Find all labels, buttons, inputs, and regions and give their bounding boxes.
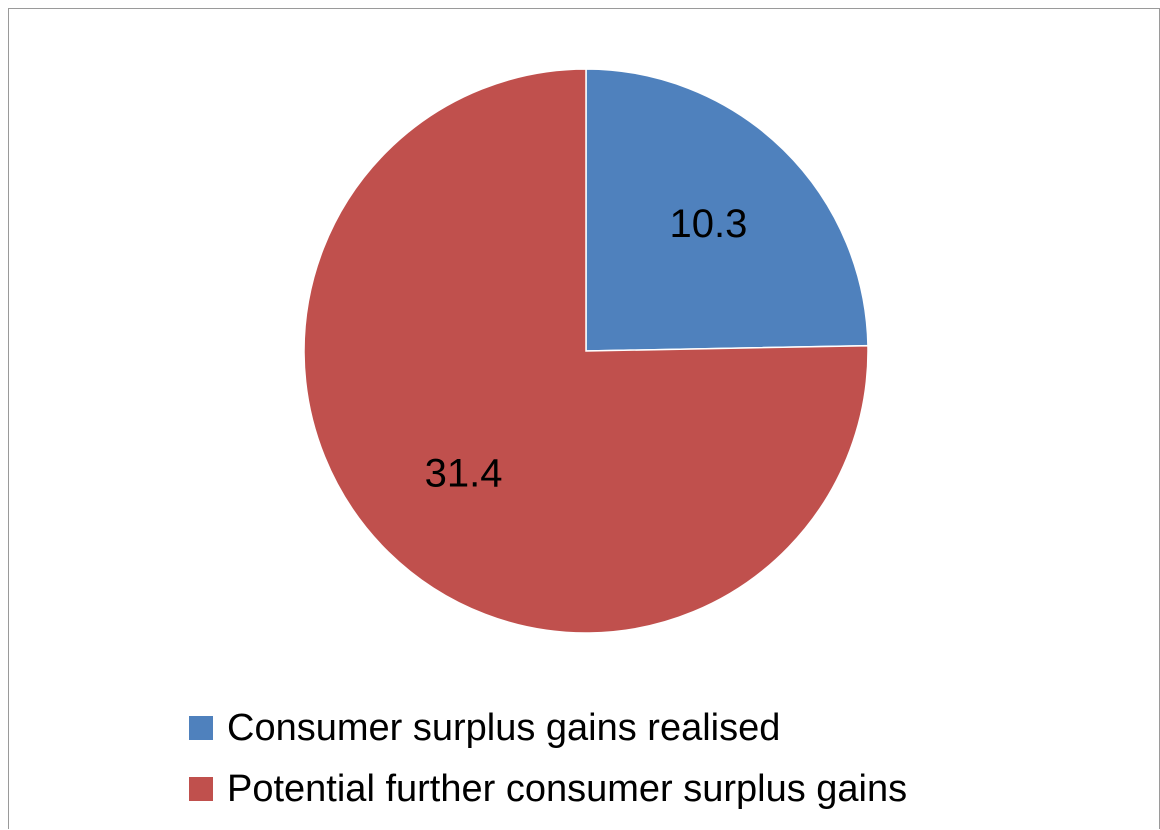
pie-slice-realised bbox=[585, 68, 869, 352]
pie-chart: 10.3 31.4 bbox=[303, 68, 869, 634]
legend-item-potential: Potential further consumer surplus gains bbox=[189, 765, 907, 813]
chart-area: 10.3 31.4 Consumer surplus gains realise… bbox=[8, 8, 1160, 829]
legend: Consumer surplus gains realised Potentia… bbox=[189, 704, 907, 826]
pie-slice-potential bbox=[303, 68, 869, 634]
legend-item-realised: Consumer surplus gains realised bbox=[189, 704, 907, 752]
legend-swatch-realised bbox=[189, 716, 213, 740]
legend-label-potential: Potential further consumer surplus gains bbox=[227, 767, 908, 810]
data-label-slice-0: 10.3 bbox=[670, 202, 748, 246]
legend-label-realised: Consumer surplus gains realised bbox=[227, 706, 781, 749]
pie-data-labels: 10.3 31.4 bbox=[425, 202, 748, 496]
data-label-slice-1: 31.4 bbox=[425, 451, 503, 495]
pie-slices bbox=[303, 68, 869, 634]
legend-swatch-potential bbox=[189, 777, 213, 801]
